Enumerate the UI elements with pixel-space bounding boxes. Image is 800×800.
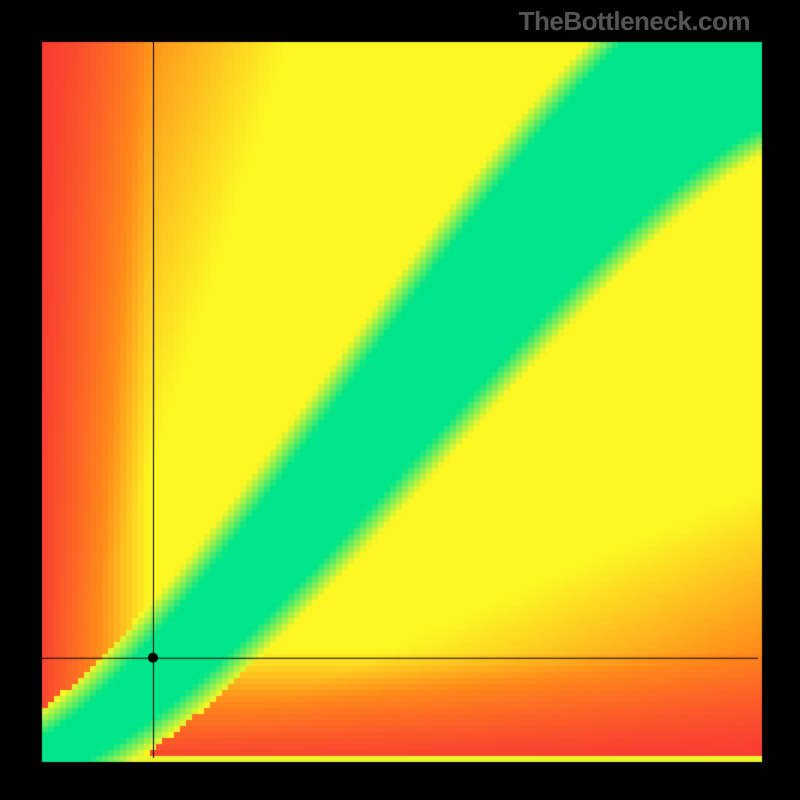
chart-container: TheBottleneck.com — [0, 0, 800, 800]
watermark-text: TheBottleneck.com — [519, 6, 750, 37]
bottleneck-heatmap — [0, 0, 800, 800]
